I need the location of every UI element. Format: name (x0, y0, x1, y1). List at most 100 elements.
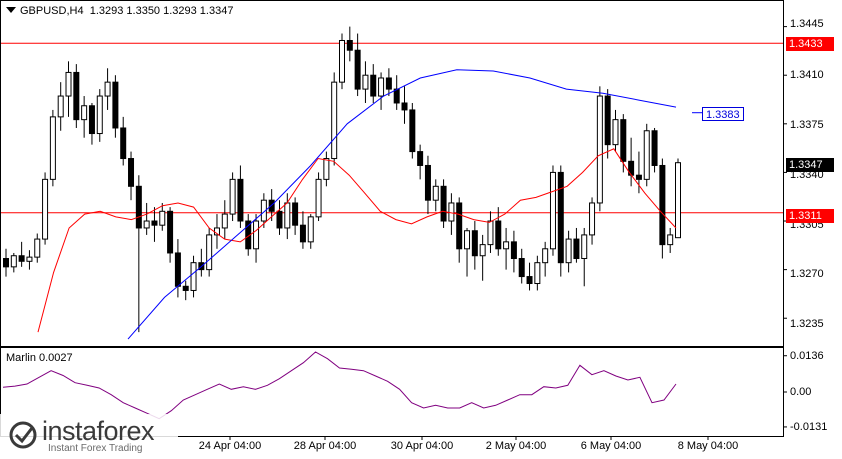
price-tick: 1.3235 (790, 318, 824, 330)
bull-candle (503, 241, 510, 250)
time-label: 28 Apr 04:00 (293, 440, 357, 452)
ma-blue-value-tag: 1.3383 (702, 107, 744, 121)
bull-candle (159, 210, 166, 226)
instaforex-logo-icon (9, 421, 37, 449)
time-label: 24 Apr 04:00 (198, 440, 262, 452)
marlin-line (2, 351, 677, 420)
watermark-brand: instaforex (42, 416, 155, 446)
price-tick: 1.3410 (790, 69, 824, 81)
bear-candle (354, 49, 361, 90)
bull-candle (612, 119, 619, 146)
bear-candle (471, 230, 478, 257)
chart-title: GBPUSD,H4 1.3293 1.3350 1.3293 1.3347 (6, 5, 233, 17)
bear-candle (370, 74, 377, 97)
price-panel (1, 26, 783, 340)
bear-candle (292, 202, 299, 226)
bull-candle (549, 171, 556, 250)
bear-candle (385, 77, 392, 90)
bull-candle (229, 178, 236, 215)
bear-candle (573, 238, 580, 260)
bull-candle (49, 116, 56, 180)
bear-candle (299, 224, 306, 243)
bear-candle (526, 276, 533, 285)
time-label: 6 May 04:00 (580, 440, 642, 452)
bull-candle (260, 199, 267, 222)
time-label: 2 May 04:00 (485, 440, 547, 452)
bear-candle (167, 210, 174, 254)
bull-candle (34, 238, 41, 258)
bull-candle (221, 213, 228, 229)
chart-frames (0, 0, 787, 440)
bull-candle (432, 185, 439, 201)
bear-candle (88, 105, 95, 135)
bear-candle (135, 185, 142, 229)
bull-candle (339, 39, 345, 83)
bull-candle (667, 234, 674, 246)
bear-candle (510, 241, 517, 260)
bull-candle (565, 238, 572, 264)
bear-candle (440, 185, 447, 222)
bull-candle (323, 158, 330, 180)
symbol-label: GBPUSD,H4 (20, 5, 84, 17)
bull-candle (331, 81, 338, 160)
bear-candle (409, 109, 416, 153)
bear-candle (128, 158, 135, 187)
time-label: 30 Apr 04:00 (390, 440, 454, 452)
indicator-tick: -0.0131 (790, 421, 828, 433)
support-level-tag: 1.3311 (786, 209, 834, 223)
ma-blue-line (127, 69, 677, 340)
price-tick: 1.3375 (790, 119, 824, 131)
bear-candle (557, 171, 564, 264)
bear-candle (401, 102, 408, 111)
bull-candle (581, 234, 588, 260)
bull-candle (81, 105, 88, 121)
bear-candle (417, 151, 424, 166)
bull-candle (57, 95, 64, 118)
bear-candle (18, 255, 25, 262)
bull-candle (479, 244, 486, 257)
price-tick: 1.3445 (790, 18, 824, 30)
bull-candle (589, 202, 596, 236)
bear-candle (635, 174, 642, 180)
bull-candle (206, 234, 213, 271)
bull-candle (362, 74, 369, 90)
watermark-logo: instaforex Instant Forex Trading (0, 414, 178, 459)
bear-candle (3, 258, 9, 268)
bull-candle (26, 256, 33, 262)
indicator-tick: 0.00 (790, 386, 812, 398)
bull-candle (534, 262, 541, 285)
bear-candle (112, 81, 119, 129)
bear-candle (518, 258, 525, 278)
bear-candle (393, 88, 400, 104)
current-price-tag: 1.3347 (786, 158, 834, 172)
bull-candle (190, 262, 197, 291)
bull-candle (42, 178, 49, 240)
ma-red-line (37, 148, 677, 333)
bull-candle (643, 130, 650, 180)
price-panel-frame (0, 0, 784, 347)
bull-candle (307, 216, 314, 243)
bull-candle (448, 202, 455, 222)
indicator-panel (2, 351, 677, 420)
bull-candle (378, 77, 385, 97)
bear-candle (237, 178, 244, 222)
bull-candle (596, 95, 603, 204)
bull-candle (542, 248, 549, 264)
bear-candle (604, 95, 611, 146)
bull-candle (10, 255, 17, 268)
bull-candle (65, 71, 72, 97)
bull-candle (464, 230, 471, 250)
bear-candle (495, 220, 502, 250)
bear-candle (73, 71, 80, 121)
bull-candle (96, 95, 103, 135)
indicator-title: Marlin 0.0027 (6, 352, 73, 364)
dropdown-arrow-icon[interactable] (6, 7, 16, 13)
bull-candle (284, 202, 291, 229)
bear-candle (120, 127, 127, 160)
bear-candle (456, 202, 463, 250)
bull-candle (253, 220, 260, 250)
indicator-tick: 0.0136 (790, 350, 824, 362)
price-tick: 1.3340 (790, 169, 824, 181)
bull-candle (487, 220, 494, 246)
